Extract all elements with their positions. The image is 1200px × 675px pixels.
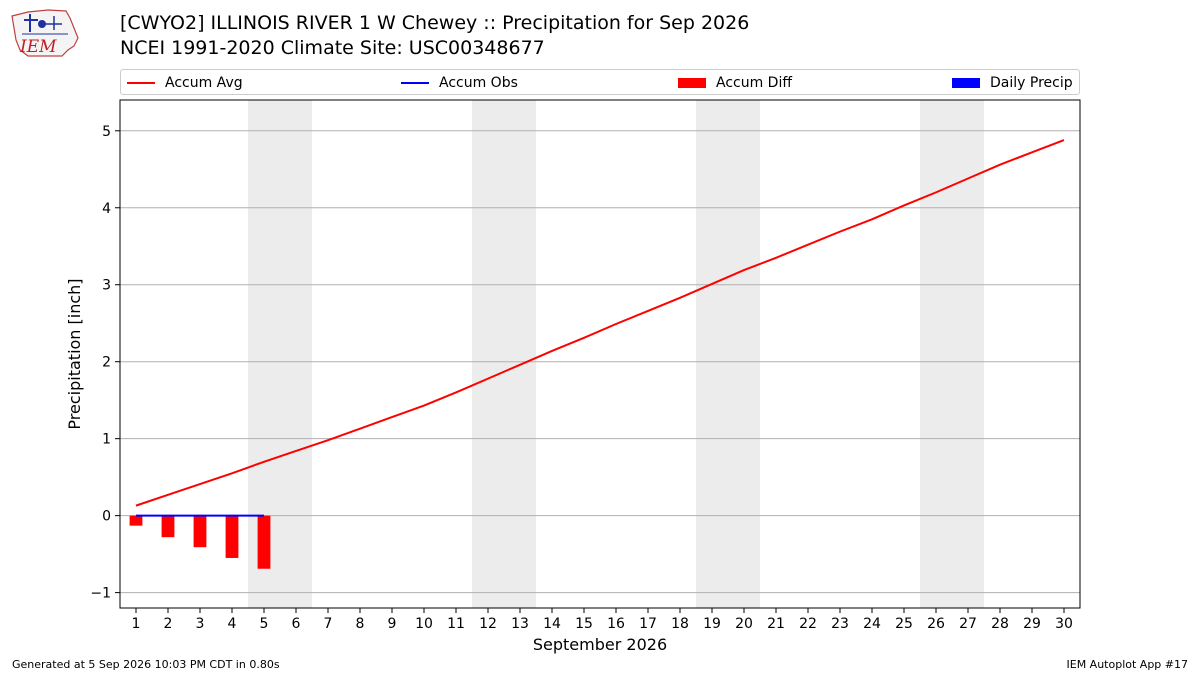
logo-text: IEM — [19, 37, 57, 57]
x-tick-label: 6 — [292, 616, 301, 632]
y-tick-label: 1 — [102, 432, 111, 448]
legend-item-accum-avg: Accum Avg — [127, 74, 243, 92]
x-tick-label: 9 — [388, 616, 397, 632]
legend-label-accum-diff: Accum Diff — [716, 75, 793, 91]
x-tick-label: 17 — [639, 616, 657, 632]
series-lines — [135, 139, 1065, 517]
x-tick-label: 29 — [1023, 616, 1041, 632]
plot-frame — [119, 99, 1081, 609]
x-tick-label: 7 — [324, 616, 333, 632]
accum-diff-bar — [129, 515, 143, 526]
y-axis-label: Precipitation [inch] — [65, 278, 84, 429]
legend-item-daily-precip: Daily Precip — [952, 74, 1073, 92]
x-tick-label: 12 — [479, 616, 497, 632]
legend-item-accum-diff: Accum Diff — [678, 74, 792, 92]
legend-swatch-daily-precip — [952, 78, 980, 88]
legend-label-daily-precip: Daily Precip — [990, 75, 1073, 91]
y-tick-label: 4 — [102, 201, 111, 217]
y-tick-label: −1 — [90, 586, 111, 602]
x-tick-label: 5 — [260, 616, 269, 632]
weather-station-icon — [22, 14, 68, 35]
accum-diff-bar — [225, 515, 239, 558]
x-axis-label: September 2026 — [533, 635, 667, 654]
x-tick-label: 24 — [863, 616, 881, 632]
legend-item-accum-obs: Accum Obs — [401, 74, 518, 92]
x-tick-label: 22 — [799, 616, 817, 632]
legend-swatch-accum-avg — [127, 82, 155, 84]
x-axis-ticks: 1 2 3 4 5 6 7 8 9 10 11 12 13 14 15 16 17 18 19 20 21 22 23 24 2… — [132, 608, 1073, 632]
weekend-band-3 — [696, 100, 760, 608]
x-tick-label: 2 — [164, 616, 173, 632]
x-tick-label: 25 — [895, 616, 913, 632]
app-credit: IEM Autoplot App #17 — [1066, 658, 1189, 671]
legend-swatch-accum-obs — [401, 82, 429, 84]
x-tick-label: 23 — [831, 616, 849, 632]
weekend-band-2 — [472, 100, 536, 608]
chart-subtitle: NCEI 1991-2020 Climate Site: USC00348677 — [120, 37, 545, 59]
x-tick-label: 27 — [959, 616, 977, 632]
y-tick-label: 3 — [102, 278, 111, 294]
accum-diff-bar — [257, 515, 271, 569]
generated-timestamp: Generated at 5 Sep 2026 10:03 PM CDT in … — [12, 658, 280, 671]
legend-label-accum-obs: Accum Obs — [439, 75, 518, 91]
x-tick-label: 13 — [511, 616, 529, 632]
x-tick-label: 8 — [356, 616, 365, 632]
y-tick-label: 5 — [102, 124, 111, 140]
x-tick-label: 10 — [415, 616, 433, 632]
accum-avg-line — [135, 139, 1065, 507]
x-tick-label: 20 — [735, 616, 753, 632]
x-tick-label: 28 — [991, 616, 1009, 632]
x-tick-label: 1 — [132, 616, 141, 632]
grid-lines — [120, 130, 1080, 594]
iem-logo: IEM — [11, 9, 79, 57]
legend-label-accum-avg: Accum Avg — [165, 75, 243, 91]
x-tick-label: 21 — [767, 616, 785, 632]
accum-diff-bar — [161, 515, 175, 538]
chart-title: [CWYO2] ILLINOIS RIVER 1 W Chewey :: Pre… — [120, 12, 750, 34]
x-tick-label: 16 — [607, 616, 625, 632]
legend-swatch-accum-diff — [678, 78, 706, 88]
x-tick-label: 18 — [671, 616, 689, 632]
y-axis-ticks: −1 0 1 2 3 4 5 — [90, 124, 120, 602]
x-tick-label: 15 — [575, 616, 593, 632]
x-tick-label: 11 — [447, 616, 465, 632]
weekend-shading — [248, 100, 984, 608]
x-tick-label: 30 — [1055, 616, 1073, 632]
legend: Accum Avg Accum Obs Accum Diff Daily Pre… — [120, 69, 1080, 95]
x-tick-label: 3 — [196, 616, 205, 632]
y-tick-label: 0 — [102, 509, 111, 525]
y-tick-label: 2 — [102, 355, 111, 371]
x-tick-label: 26 — [927, 616, 945, 632]
x-tick-label: 14 — [543, 616, 561, 632]
accum-diff-bar — [193, 515, 207, 548]
x-tick-label: 4 — [228, 616, 237, 632]
accum-diff-bars — [129, 515, 271, 569]
x-tick-label: 19 — [703, 616, 721, 632]
